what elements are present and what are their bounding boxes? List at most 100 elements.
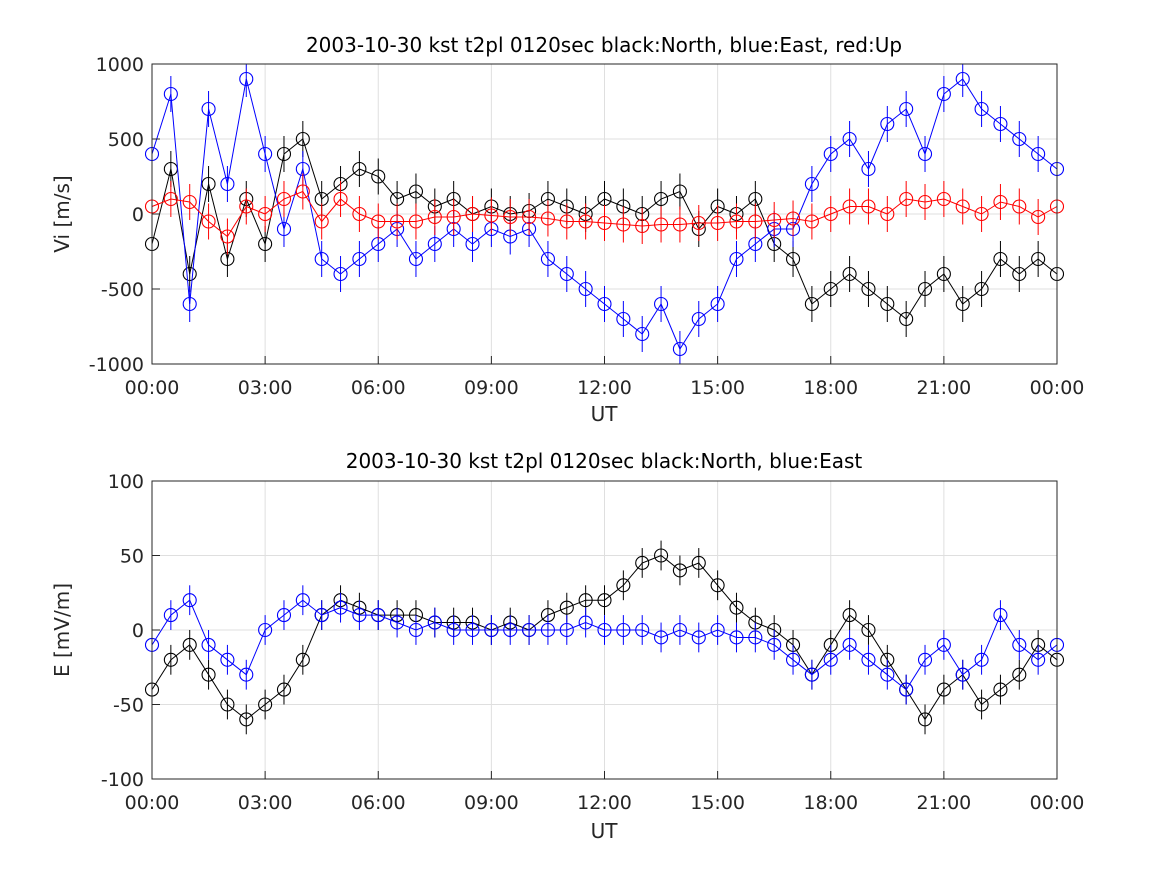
data-point [484,622,499,638]
data-point [182,296,197,312]
x-tick-label: 09:00 [464,792,519,814]
data-point [767,637,782,652]
data-point [861,281,876,297]
data-point [408,214,424,229]
data-point [861,199,876,214]
data-point [729,600,744,615]
velocity-x-ticks: 00:00 03:00 06:00 09:00 12:00 15:00 18:00 21:00… [125,356,1084,399]
data-point [239,199,254,214]
data-point [729,214,744,229]
data-point [672,622,687,638]
data-point [559,600,574,615]
data-point [333,600,348,615]
data-point [522,209,537,225]
x-tick-label: 03:00 [238,792,293,814]
data-point [672,341,687,357]
data-point [804,176,819,192]
data-point [352,251,367,267]
data-point [220,229,235,244]
data-point [597,622,612,638]
data-point [559,266,574,282]
x-tick-label: 15:00 [690,377,745,399]
y-tick-label: -500 [101,279,144,301]
data-point [559,214,574,229]
electric-field-series [144,540,1065,735]
data-point [258,206,273,222]
data-point [390,615,405,630]
data-point [371,214,386,229]
data-point [955,296,970,312]
data-point [578,281,593,297]
velocity-x-axis-label: UT [591,402,619,426]
data-point [993,194,1008,210]
data-point [823,281,838,297]
data-point [710,578,725,593]
data-point [1031,251,1046,267]
data-point [936,266,951,282]
data-point [785,251,801,267]
data-point [974,101,989,117]
data-point [597,215,612,231]
data-point [427,236,442,252]
data-point [635,218,650,234]
data-point [352,608,367,623]
electric-field-y-ticks: 100 50 0 -50 -100 [101,471,160,791]
data-point [314,251,329,267]
data-point [823,206,838,222]
data-point [484,208,499,223]
data-point [597,593,612,608]
data-point [427,209,442,225]
data-point [258,622,273,638]
data-point [578,615,593,630]
data-point [616,217,631,232]
data-point [239,712,254,727]
data-point [182,637,197,652]
data-point [748,214,763,229]
data-point [503,209,518,225]
data-point [635,326,650,342]
data-point [804,667,819,682]
data-point [408,622,424,638]
data-point [955,667,970,682]
data-point [276,608,292,623]
data-point [295,652,310,667]
data-point [333,191,348,207]
velocity-panel: 2003-10-30 kst t2pl 0120sec black:North,… [50,33,1084,426]
velocity-series [144,64,1065,364]
data-point [390,214,405,229]
data-point [936,86,951,102]
data-point [917,281,933,297]
data-point [710,622,725,638]
data-point [691,630,706,645]
data-point [276,191,292,207]
data-point [974,206,989,222]
data-point [842,199,857,214]
data-point [446,209,461,225]
data-point [710,215,725,231]
data-point [352,206,367,222]
x-tick-label: 00:00 [125,792,180,814]
data-point [163,652,178,667]
x-tick-label: 15:00 [690,792,745,814]
x-tick-label: 12:00 [577,377,632,399]
data-point [691,311,706,327]
data-point [258,236,273,252]
x-tick-label: 06:00 [351,792,406,814]
data-point [880,206,895,222]
data-point [220,176,235,192]
data-point [1012,199,1027,214]
data-point [880,296,895,312]
data-point [616,311,631,327]
data-point [917,712,933,727]
data-point [1031,209,1046,225]
x-tick-label: 18:00 [803,377,858,399]
data-point [654,217,669,232]
x-tick-label: 00:00 [1030,792,1085,814]
data-point [823,652,838,667]
data-point [201,667,216,682]
data-point [201,214,216,229]
y-tick-label: -50 [113,695,144,717]
data-point [182,194,197,210]
data-point [540,622,555,638]
data-point [748,630,763,645]
